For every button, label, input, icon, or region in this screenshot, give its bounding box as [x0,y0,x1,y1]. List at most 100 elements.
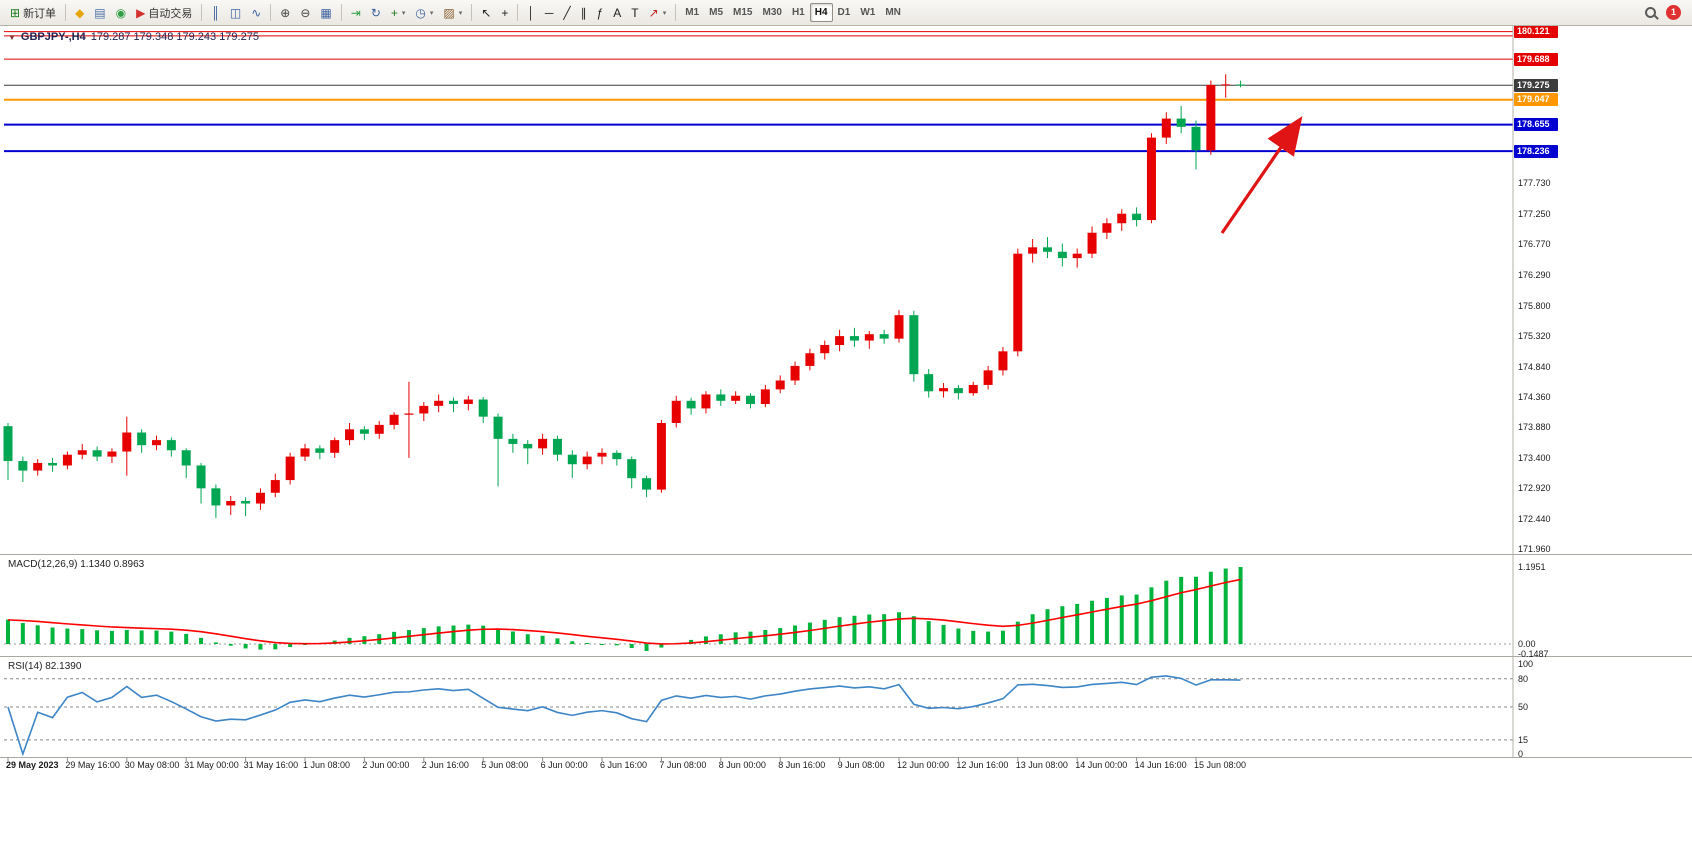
templates-button[interactable]: ▨ ▾ [438,2,467,23]
macd-bar [1134,594,1139,644]
price-line-badge: 180.121 [1514,25,1558,39]
caret-down-icon: ▾ [662,9,667,17]
macd-bar [718,634,723,644]
macd-bar [852,615,857,644]
tile-windows-button[interactable]: ▦ [315,2,336,23]
shapes-button[interactable]: ↗ ▾ [644,2,672,23]
caret-down-icon: ▾ [458,9,463,17]
new-order-button[interactable]: ⊞ 新订单 [5,2,61,23]
tf-w1-button[interactable]: W1 [855,3,880,22]
line-chart-button[interactable]: ∿ [246,2,266,23]
candle-body [820,344,830,354]
macd-bar [1060,606,1065,644]
zoom-in-icon: ⊕ [280,5,291,20]
tf-mn-button[interactable]: MN [880,3,906,22]
macd-bar [199,637,204,644]
time-axis-label: 13 Jun 08:00 [1015,760,1068,770]
candle-body [775,380,785,390]
profile-button[interactable]: ▤ [89,2,110,23]
candle-body [805,353,815,366]
auto-scroll-button[interactable]: ↻ [366,2,386,23]
tf-m15-button[interactable]: M15 [728,3,757,22]
rsi-scale-label: 80 [1518,673,1529,684]
indicators-button[interactable]: + ▾ [386,2,411,23]
zoom-in-button[interactable]: ⊕ [275,2,295,23]
toolbar-separator [340,4,342,21]
tf-m1-button[interactable]: M1 [680,3,704,22]
zoom-out-button[interactable]: ⊖ [295,2,315,23]
panel-separator-rsi-axis[interactable] [0,755,1692,759]
candlestick-button[interactable]: ◫ [225,2,246,23]
macd-bar [941,624,946,644]
tf-m5-button-label: M5 [709,7,724,18]
tf-m1-button-label: M1 [685,7,700,18]
candle-body [1132,213,1142,221]
time-axis-label: 31 May 00:00 [184,760,239,770]
time-axis-label: 12 Jun 00:00 [897,760,950,770]
trend-arrow-annotation[interactable] [1220,116,1303,234]
macd-bar [1119,595,1124,644]
templates-icon: ▨ [443,5,455,20]
trendline-button[interactable]: ╱ [558,2,575,23]
macd-bar [926,621,931,644]
time-axis-label: 2 Jun 16:00 [421,760,469,770]
candle-body [449,400,458,404]
panel-separator-main-macd[interactable] [0,552,1692,556]
price-line-badge: 179.688 [1514,52,1558,66]
macd-scale-label: 1.1951 [1518,562,1546,573]
candle-body [701,394,711,409]
candle-body [181,450,191,466]
trendline-icon: ╱ [563,5,571,20]
price-tick-label: 174.840 [1518,361,1551,372]
charts-button[interactable]: ◆ [70,2,89,23]
toolbar-group-cursor: ↖ + [476,0,513,25]
periods-button[interactable]: ◷ ▾ [410,2,438,23]
tf-h1-button[interactable]: H1 [787,3,810,22]
price-line-badge: 178.655 [1514,118,1558,132]
candle-body [33,462,43,471]
shift-chart-icon: ⇥ [350,5,361,20]
toolbar-separator [471,4,473,21]
tf-m30-button[interactable]: M30 [757,3,786,22]
price-tick-label: 176.290 [1518,269,1551,280]
candle-body [760,389,770,404]
candle-body [419,405,429,414]
horizontal-line-button[interactable]: ─ [540,2,559,23]
macd-bar [169,631,174,644]
label-button[interactable]: T [626,2,643,23]
shift-chart-button[interactable]: ⇥ [346,2,366,23]
symbol-menu-icon[interactable]: ▼ [8,32,16,42]
crosshair-button[interactable]: + [496,2,513,23]
text-button[interactable]: A [608,2,626,23]
channel-button[interactable]: ∥ [576,2,592,23]
tf-h4-button[interactable]: H4 [809,3,833,22]
autotrading-button[interactable]: ▶ 自动交易 [131,2,197,23]
tf-m5-button[interactable]: M5 [704,3,728,22]
candle-body [567,454,577,465]
search-icon[interactable] [1645,7,1656,18]
channel-icon: ∥ [580,5,587,20]
zoom-out-icon: ⊖ [300,5,311,20]
tf-d1-button[interactable]: D1 [833,3,856,22]
price-tick-label: 173.880 [1518,422,1551,433]
price-lines[interactable] [4,31,1513,153]
fibonacci-icon: ƒ [596,5,604,20]
price-tick-label: 173.400 [1518,452,1551,463]
vertical-line-button[interactable]: │ [522,2,540,23]
candle-body [924,374,934,392]
macd-bar [421,628,426,644]
community-button[interactable]: ◉ [111,2,131,23]
candlesticks [3,74,1246,519]
ohlc-label: 179.287 179.348 179.243 179.275 [90,31,259,43]
fibonacci-button[interactable]: ƒ [592,2,609,23]
macd-bar [436,626,441,644]
candle-body [285,456,295,481]
panel-separator-macd-rsi[interactable] [0,654,1692,658]
price-line-badge: 178.236 [1514,144,1558,158]
cursor-button[interactable]: ↖ [476,2,496,23]
bar-chart-button[interactable]: ║ [206,2,225,23]
macd-bar [496,628,501,644]
notification-badge[interactable]: 1 [1666,5,1681,20]
